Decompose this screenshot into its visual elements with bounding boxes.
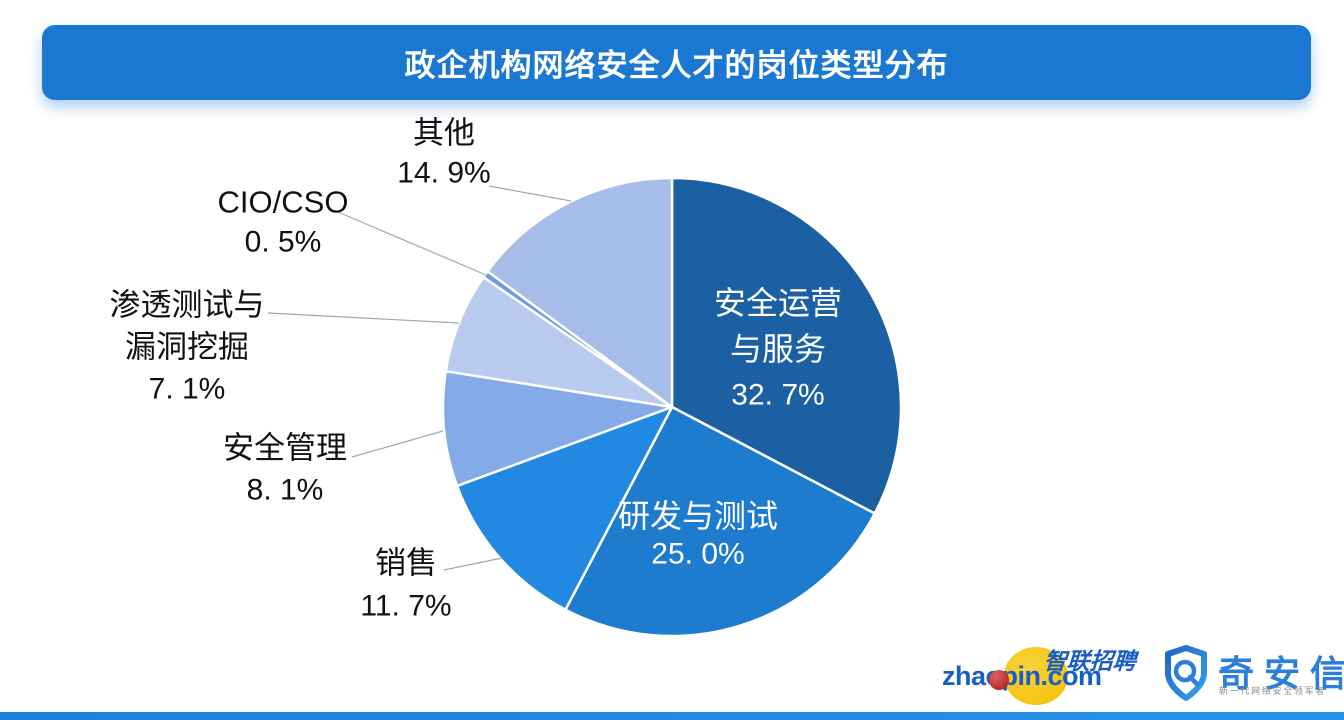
- slice-name-label: CIO/CSO: [218, 185, 349, 220]
- leader-line: [351, 430, 444, 458]
- slice-percent-label: 25. 0%: [651, 538, 744, 571]
- page-title: 政企机构网络安全人才的岗位类型分布: [404, 48, 949, 83]
- leader-line: [267, 312, 460, 324]
- leader-line: [488, 185, 572, 202]
- slice-name-label: 销售: [375, 546, 437, 581]
- slice-name-label: 研发与测试: [618, 498, 778, 534]
- slice-percent-label: 8. 1%: [247, 474, 324, 507]
- pie-slice: [486, 176, 674, 409]
- zhaopin-red-ball-icon: [989, 670, 1009, 690]
- slice-name-label: 与服务: [730, 331, 826, 367]
- slice-name-label: 安全运营: [714, 285, 842, 321]
- pie-slice: [441, 369, 674, 488]
- slice-percent-label: 0. 5%: [245, 226, 322, 259]
- slice-name-label: 安全管理: [223, 431, 347, 466]
- slice-name-label: 漏洞挖掘: [125, 330, 249, 365]
- pie-slice: [444, 275, 674, 409]
- slice-percent-label: 32. 7%: [731, 379, 824, 412]
- pie-slice: [670, 176, 903, 515]
- bottom-accent-bar: [0, 712, 1344, 720]
- qianxin-logo: 奇安信 新一代网络安全领军者: [1163, 644, 1344, 706]
- zhaopin-logo: 智联招聘 zhaopin.com: [940, 640, 1140, 708]
- qianxin-brand-text: 奇安信: [1218, 653, 1344, 694]
- leader-line: [443, 557, 503, 571]
- slice-percent-label: 11. 7%: [360, 590, 451, 623]
- slice-name-label: 渗透测试与: [110, 288, 265, 323]
- title-banner: 政企机构网络安全人才的岗位类型分布: [42, 25, 1311, 100]
- qianxin-shield-icon: [1165, 645, 1207, 701]
- slice-percent-label: 14. 9%: [397, 157, 490, 190]
- leader-line: [337, 211, 487, 276]
- slice-percent-label: 7. 1%: [149, 373, 226, 406]
- zhaopin-domain-text: zhaopin.com: [942, 661, 1102, 691]
- slice-name-label: 其他: [413, 116, 475, 151]
- zhaopin-ellipse-icon: [1004, 647, 1068, 705]
- qianxin-slogan-text: 新一代网络安全领军者: [1219, 686, 1327, 696]
